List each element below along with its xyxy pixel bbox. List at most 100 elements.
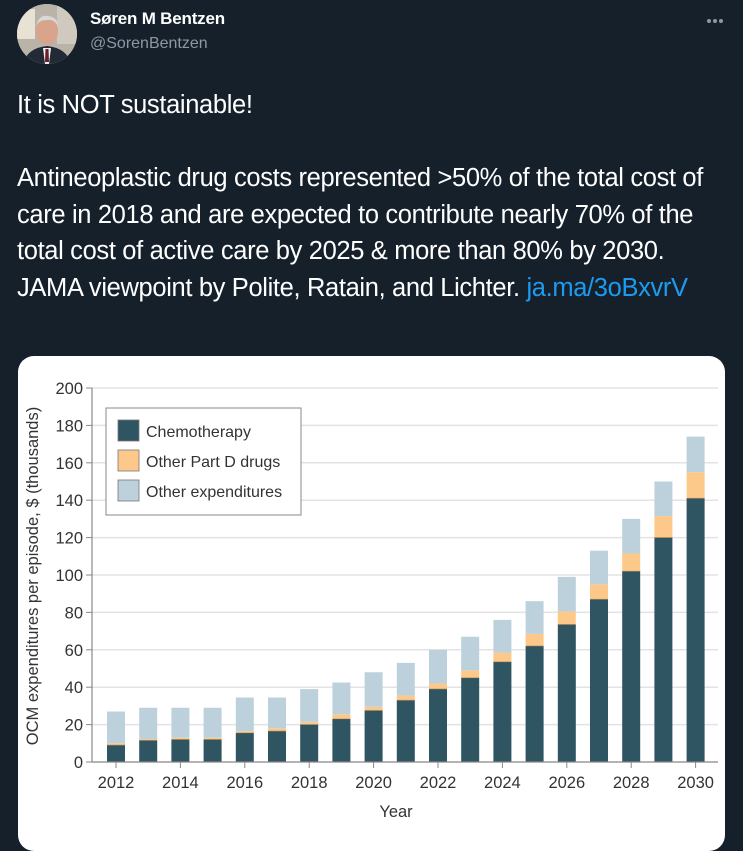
- bar-other-expenditures-2012: [107, 711, 125, 744]
- bar-other-part-d-drugs-2025: [525, 633, 544, 647]
- bar-other-expenditures-2024: [493, 619, 512, 653]
- bar-other-expenditures-2023: [461, 636, 480, 671]
- profile-photo-icon: [17, 4, 77, 64]
- bars: [107, 436, 705, 762]
- y-axis-label: OCM expenditures per episode, $ (thousan…: [24, 407, 42, 745]
- x-tick-label: 2024: [484, 774, 521, 792]
- bar-other-part-d-drugs-2012: [107, 743, 125, 746]
- legend: Chemotherapy Other Part D drugs Other expe…: [105, 407, 302, 516]
- bar-other-expenditures-2017: [268, 697, 286, 729]
- y-tick-label: 180: [55, 417, 83, 435]
- bar-chemotherapy-2012: [107, 745, 125, 762]
- y-tick-label: 160: [55, 455, 83, 473]
- y-tick-label: 60: [65, 642, 83, 660]
- author-handle[interactable]: @SorenBentzen: [90, 35, 208, 52]
- bar-other-part-d-drugs-2027: [590, 584, 608, 600]
- bar-other-part-d-drugs-2023: [461, 670, 480, 678]
- bar-chemotherapy-2029: [654, 537, 673, 762]
- bar-chemotherapy-2018: [300, 724, 319, 762]
- more-options-button[interactable]: [703, 8, 727, 32]
- bar-other-expenditures-2020: [364, 672, 383, 707]
- bar-other-part-d-drugs-2028: [622, 553, 641, 572]
- x-tick-label: 2016: [226, 774, 263, 792]
- bar-other-expenditures-2019: [332, 682, 351, 715]
- bar-other-part-d-drugs-2014: [171, 737, 190, 740]
- bar-other-part-d-drugs-2015: [203, 737, 222, 740]
- bar-other-part-d-drugs-2026: [557, 611, 576, 625]
- bar-other-expenditures-2022: [429, 649, 447, 684]
- bar-chemotherapy-2024: [493, 661, 512, 762]
- tweet-headline: It is NOT sustainable!: [17, 91, 253, 119]
- bar-chemotherapy-2023: [461, 677, 480, 762]
- bar-other-expenditures-2027: [590, 550, 608, 585]
- author-name[interactable]: Søren M Bentzen: [90, 9, 225, 28]
- bar-chemotherapy-2017: [268, 731, 286, 762]
- bar-other-expenditures-2018: [300, 689, 319, 722]
- avatar[interactable]: [17, 4, 77, 64]
- x-tick-label: 2014: [162, 774, 199, 792]
- bar-other-expenditures-2026: [557, 576, 576, 612]
- legend-swatch: [117, 479, 140, 502]
- legend-swatch: [117, 419, 140, 442]
- bar-other-expenditures-2029: [654, 481, 673, 517]
- y-tick-label: 0: [74, 754, 83, 772]
- x-tick-label: 2012: [98, 774, 135, 792]
- legend-label: Other Part D drugs: [146, 454, 280, 471]
- bar-chemotherapy-2016: [235, 733, 254, 762]
- bar-chemotherapy-2025: [525, 646, 544, 762]
- bar-other-part-d-drugs-2024: [493, 652, 512, 662]
- x-axis-label: Year: [379, 803, 413, 821]
- bar-chemotherapy-2027: [590, 599, 608, 762]
- bar-other-part-d-drugs-2016: [235, 731, 254, 734]
- bar-other-expenditures-2028: [622, 518, 641, 554]
- bar-other-expenditures-2013: [139, 707, 158, 739]
- bar-other-expenditures-2015: [203, 707, 222, 738]
- bar-other-part-d-drugs-2018: [300, 721, 319, 725]
- legend-label: Other expenditures: [146, 484, 282, 501]
- stacked-bar-chart: 0 20 40 60 80 100 120 140 160 180 200 2012 2014 2016 2…: [24, 380, 718, 821]
- bar-other-expenditures-2014: [171, 707, 190, 738]
- bar-chemotherapy-2026: [557, 624, 576, 762]
- bar-other-part-d-drugs-2017: [268, 728, 286, 732]
- x-tick-label: 2022: [420, 774, 457, 792]
- more-dot: [719, 19, 723, 24]
- y-tick-label: 80: [65, 604, 83, 622]
- tweet-text: It is NOT sustainable! Antineoplastic dr…: [17, 87, 732, 306]
- x-tick-label: 2020: [355, 774, 392, 792]
- y-tick-label: 20: [65, 717, 83, 735]
- bar-chemotherapy-2021: [396, 700, 415, 762]
- bar-chemotherapy-2013: [139, 740, 158, 762]
- y-tick-label: 200: [55, 380, 83, 398]
- bar-other-expenditures-2030: [686, 436, 705, 473]
- legend-label: Chemotherapy: [146, 424, 251, 441]
- bar-chemotherapy-2015: [203, 739, 222, 762]
- y-tick-label: 100: [55, 567, 83, 585]
- bar-chemotherapy-2028: [622, 571, 641, 762]
- bar-other-part-d-drugs-2030: [686, 472, 705, 499]
- y-tick-label: 120: [55, 530, 83, 548]
- bar-other-part-d-drugs-2019: [332, 714, 351, 719]
- x-tick-label: 2026: [548, 774, 585, 792]
- x-tick-label: 2028: [613, 774, 650, 792]
- bar-other-part-d-drugs-2021: [396, 695, 415, 701]
- more-dot: [713, 19, 717, 24]
- y-tick-label: 140: [55, 492, 83, 510]
- bar-other-expenditures-2016: [235, 697, 254, 732]
- more-horizontal-icon: [707, 19, 711, 24]
- x-tick-label: 2030: [677, 774, 714, 792]
- axes: 0 20 40 60 80 100 120 140 160 180 200 2012 2014 2016 2…: [55, 380, 718, 792]
- bar-other-part-d-drugs-2013: [139, 738, 158, 741]
- bar-other-part-d-drugs-2020: [364, 706, 383, 711]
- bar-chemotherapy-2030: [686, 498, 705, 762]
- bar-other-expenditures-2025: [525, 601, 544, 634]
- chart-image-card[interactable]: 0 20 40 60 80 100 120 140 160 180 200 2012 2014 2016 2…: [18, 356, 725, 851]
- bar-other-part-d-drugs-2029: [654, 516, 673, 538]
- bar-other-expenditures-2021: [396, 662, 415, 696]
- bar-other-part-d-drugs-2022: [429, 683, 447, 690]
- legend-swatch: [117, 449, 140, 472]
- bar-chemotherapy-2014: [171, 739, 190, 762]
- bar-chemotherapy-2020: [364, 710, 383, 762]
- y-tick-label: 40: [65, 679, 83, 697]
- bar-chemotherapy-2019: [332, 718, 351, 762]
- article-link[interactable]: ja.ma/3oBxvrV: [526, 273, 688, 302]
